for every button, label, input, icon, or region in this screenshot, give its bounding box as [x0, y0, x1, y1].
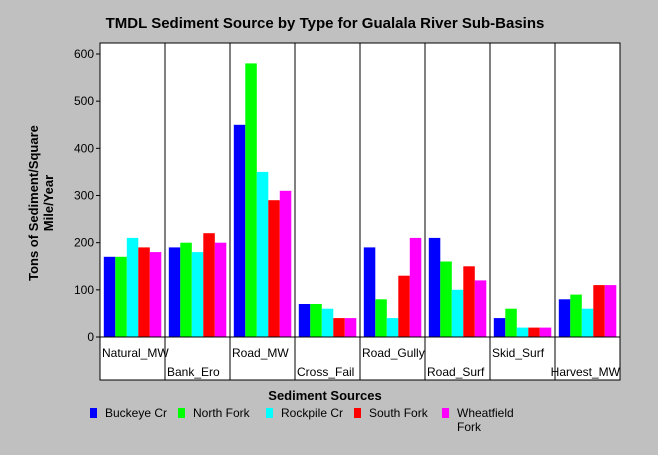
bar	[528, 327, 540, 337]
bar	[191, 252, 204, 337]
legend: Buckeye Cr North Fork Rockpile Cr South For…	[90, 406, 650, 446]
legend-swatch	[442, 408, 449, 418]
bar	[593, 285, 605, 337]
bar	[386, 318, 399, 337]
bar	[363, 247, 376, 337]
bar	[214, 242, 227, 337]
bar	[505, 308, 517, 337]
category-separators	[100, 43, 620, 380]
bar	[539, 327, 552, 337]
legend-swatch	[266, 408, 273, 418]
bar	[298, 304, 311, 337]
bar	[581, 308, 594, 337]
y-tick-label: 400	[74, 141, 94, 155]
y-tick-label: 500	[74, 94, 94, 108]
x-tick-label: Natural_MW	[102, 346, 169, 360]
bar	[428, 237, 441, 337]
x-tick-label: Road_MW	[232, 346, 289, 360]
bar	[558, 299, 571, 337]
bar	[493, 318, 506, 337]
bar	[256, 171, 269, 337]
legend-swatch	[354, 408, 361, 418]
bar-series	[103, 63, 617, 338]
bar	[321, 308, 334, 337]
x-tick-label: Road_Surf	[427, 365, 485, 379]
bar	[375, 299, 387, 337]
y-axis-label-line-1: Tons of Sediment/Square	[26, 125, 41, 281]
bar	[604, 285, 617, 337]
bar	[138, 247, 150, 337]
bar	[516, 327, 529, 337]
bar	[245, 63, 257, 338]
legend-swatch	[90, 408, 97, 418]
bar	[203, 233, 215, 337]
y-axis-label-line-2: Mile/Year	[41, 175, 56, 231]
y-tick-label: 0	[87, 330, 94, 344]
bar	[440, 261, 452, 337]
y-tick-label: 300	[74, 189, 94, 203]
bar	[344, 318, 357, 337]
bar	[279, 190, 292, 337]
legend-swatch	[178, 408, 185, 418]
x-tick-label: Harvest_MW	[551, 365, 621, 379]
x-tick-label: Road_Gully	[362, 346, 425, 360]
bar	[168, 247, 181, 337]
y-axis-label: Tons of Sediment/Square Mile/Year	[26, 125, 56, 281]
bar	[463, 266, 475, 338]
bar	[333, 318, 345, 337]
x-axis-label: Sediment Sources	[268, 388, 381, 403]
x-tick-label: Cross_Fail	[297, 365, 354, 379]
bar	[570, 294, 582, 337]
legend-label: Wheatfield Fork	[457, 406, 514, 434]
y-axis-ticks: 0 100 200 300 400 500 600	[74, 47, 100, 344]
bar	[115, 256, 127, 337]
y-tick-label: 600	[74, 47, 94, 61]
x-tick-label: Skid_Surf	[492, 346, 545, 360]
x-axis-tick-labels: Natural_MW Bank_Ero Road_MW Cross_Fail Road_…	[102, 346, 621, 379]
bar	[180, 242, 192, 337]
bar	[233, 124, 246, 338]
bar	[398, 275, 410, 337]
bar	[451, 289, 464, 337]
x-tick-label: Bank_Ero	[167, 365, 220, 379]
chart-title: TMDL Sediment Source by Type for Gualala…	[106, 15, 545, 32]
bar	[474, 280, 487, 337]
bar	[126, 237, 139, 337]
bar	[310, 304, 322, 337]
bar	[268, 200, 280, 337]
bar	[409, 237, 422, 337]
y-tick-label: 100	[74, 283, 94, 297]
legend-label: North Fork	[193, 406, 250, 420]
bar	[103, 256, 116, 337]
legend-label: Rockpile Cr	[281, 406, 344, 420]
bar	[149, 252, 162, 337]
legend-label: South Fork	[369, 406, 428, 420]
y-tick-label: 200	[74, 236, 94, 250]
legend-label: Buckeye Cr	[105, 406, 168, 420]
